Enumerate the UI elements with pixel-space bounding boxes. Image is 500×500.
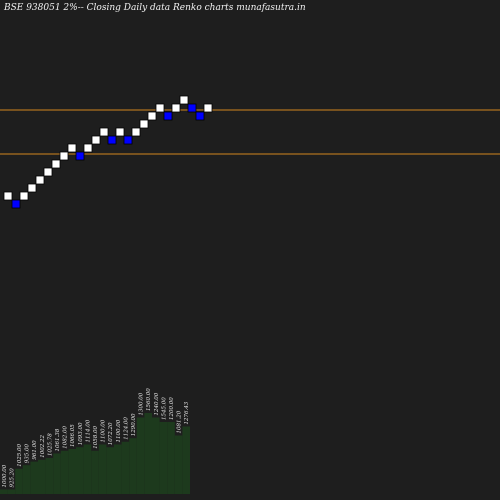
volume-label: 1066.05 xyxy=(70,424,76,447)
renko-brick-up xyxy=(3,191,13,201)
renko-brick-up xyxy=(115,127,125,137)
volume-bar xyxy=(83,444,92,494)
volume-label: 1093.00 xyxy=(78,422,84,445)
volume-bar xyxy=(0,489,8,494)
volume-bar xyxy=(38,459,46,494)
volume-bar xyxy=(136,417,145,494)
renko-brick-down xyxy=(123,135,133,145)
volume-bar xyxy=(60,450,69,494)
renko-brick-up xyxy=(19,191,29,201)
renko-brick-up xyxy=(147,111,157,121)
volume-bar xyxy=(98,444,107,494)
renko-brick-down xyxy=(195,111,205,121)
renko-brick-up xyxy=(27,183,37,193)
volume-bar xyxy=(174,435,183,494)
volume-label: 1276.43 xyxy=(184,401,190,424)
volume-label: 1200.00 xyxy=(169,397,175,420)
volume-bar xyxy=(15,468,23,494)
volume-label: 935.00 xyxy=(25,443,31,463)
volume-bar xyxy=(76,447,84,494)
volume-bar xyxy=(106,447,114,494)
renko-brick-up xyxy=(179,95,189,105)
volume-bar xyxy=(30,461,38,494)
chart-title: BSE 938051 2%-- Closing Daily data Renko… xyxy=(3,3,306,13)
renko-brick-up xyxy=(171,103,181,113)
volume-label: 1124.00 xyxy=(123,417,129,440)
renko-brick-down xyxy=(107,135,117,145)
volume-bars xyxy=(0,413,190,494)
renko-brick-up xyxy=(43,167,53,177)
volume-label: 1025.78 xyxy=(47,433,53,456)
volume-bar xyxy=(22,465,31,494)
volume-label: 1100.00 xyxy=(116,419,122,442)
renko-brick-up xyxy=(203,103,213,113)
volume-label: 1058.00 xyxy=(93,426,99,449)
renko-brick-up xyxy=(35,175,45,185)
volume-label: 1082.00 xyxy=(63,426,69,449)
renko-brick-down xyxy=(187,103,197,113)
volume-label: 1081.20 xyxy=(177,410,183,433)
volume-label: 1100.00 xyxy=(101,419,107,442)
renko-brick-down xyxy=(75,151,85,161)
volume-label: 1545.00 xyxy=(161,397,167,420)
volume-bar xyxy=(53,453,61,494)
volume-bar xyxy=(114,444,122,494)
renko-brick-up xyxy=(91,135,101,145)
renko-brick-up xyxy=(51,159,61,169)
renko-brick-down xyxy=(11,199,21,209)
volume-bar xyxy=(68,449,76,494)
volume-label: 1290.00 xyxy=(131,413,137,436)
volume-label: 1025.00 xyxy=(17,444,23,467)
volume-label: 1114.00 xyxy=(85,419,91,442)
volume-label: 1300.00 xyxy=(139,392,145,415)
volume-bar xyxy=(121,441,130,494)
volume-bar xyxy=(152,417,160,494)
volume-label: 925.20 xyxy=(9,468,15,488)
renko-brick-up xyxy=(155,103,165,113)
renko-bricks xyxy=(3,95,213,209)
renko-brick-up xyxy=(131,127,141,137)
volume-bar xyxy=(129,438,137,494)
renko-brick-up xyxy=(83,143,93,153)
renko-brick-up xyxy=(99,127,109,137)
volume-label: 1240.00 xyxy=(154,392,160,415)
volume-label: 1072.20 xyxy=(108,422,114,445)
volume-bar xyxy=(91,450,99,494)
volume-bar xyxy=(144,413,152,494)
volume-bar xyxy=(167,422,175,494)
volume-bar xyxy=(45,458,54,494)
renko-brick-up xyxy=(59,151,69,161)
volume-bar xyxy=(182,426,190,494)
renko-brick-down xyxy=(163,111,173,121)
volume-label: 1000.00 xyxy=(2,464,8,487)
volume-label: 1061.38 xyxy=(55,428,61,451)
volume-bar xyxy=(159,422,168,494)
renko-brick-up xyxy=(139,119,149,129)
renko-brick-up xyxy=(67,143,77,153)
volume-label: 1002.22 xyxy=(40,435,46,458)
volume-label: 961.00 xyxy=(32,440,38,460)
volume-bar xyxy=(7,489,16,494)
volume-label: 1560.00 xyxy=(146,388,152,411)
